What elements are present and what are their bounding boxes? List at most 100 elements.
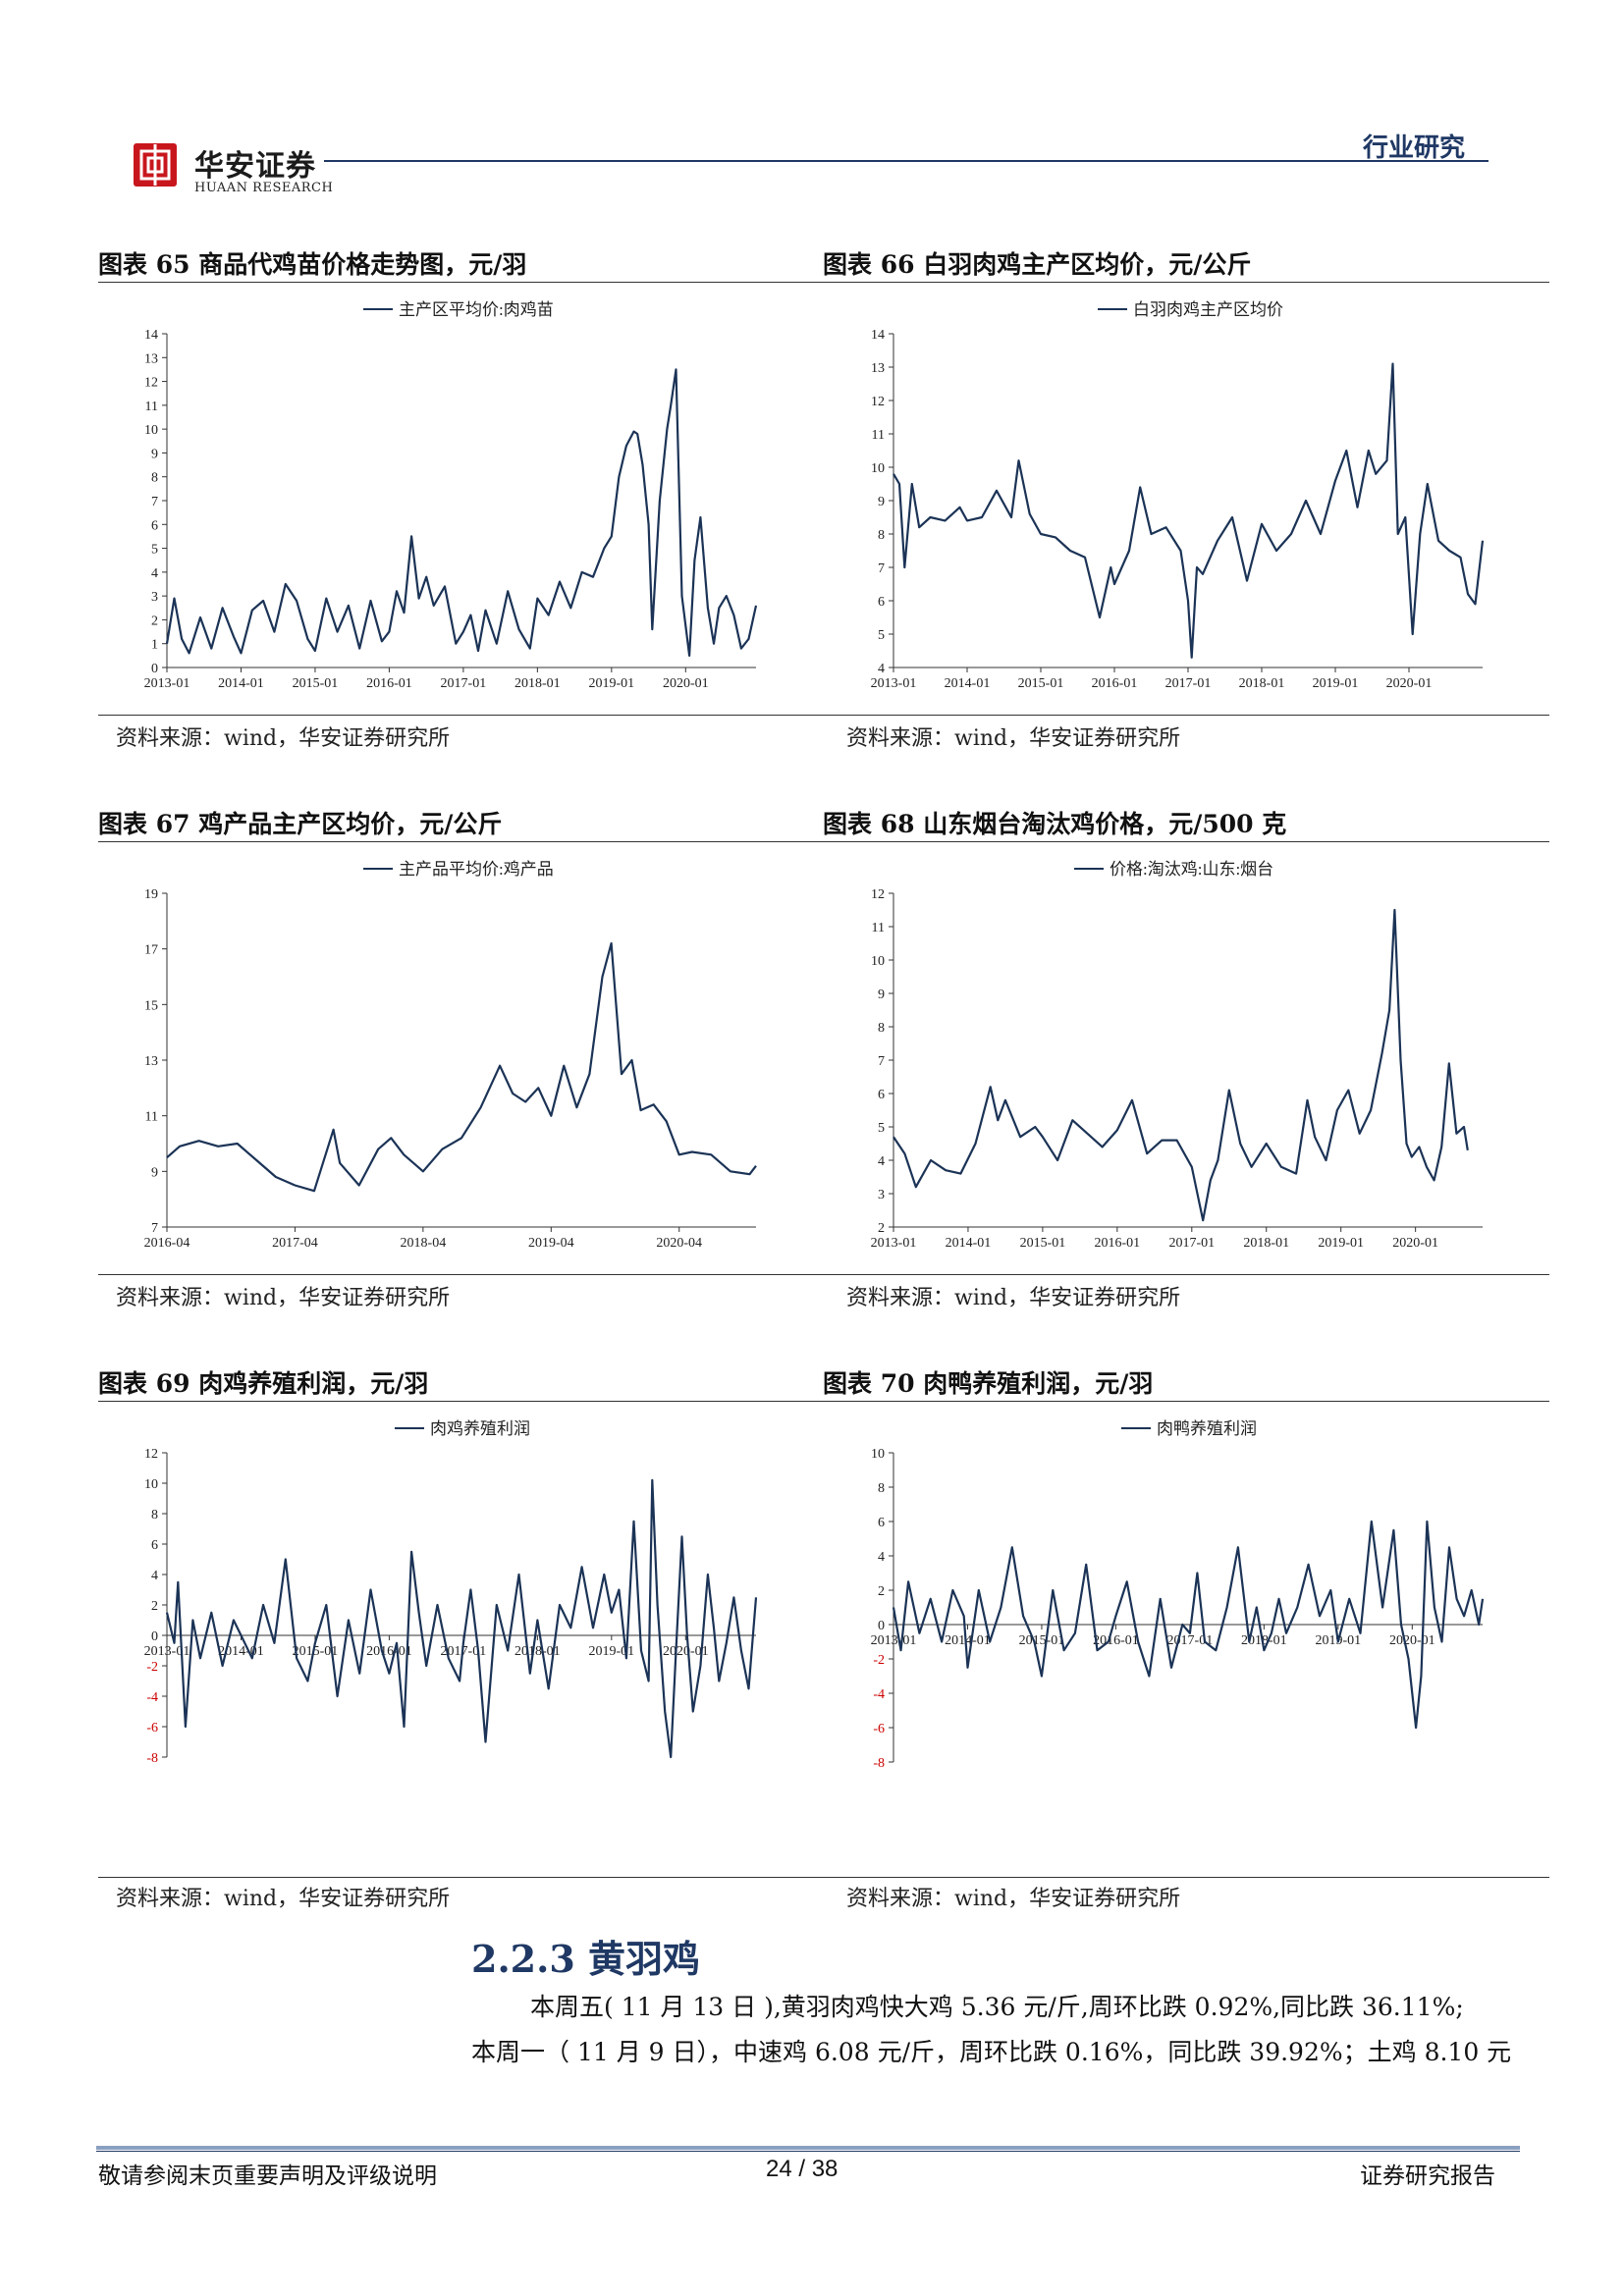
x-tick-label: 2013-01: [144, 676, 190, 691]
y-tick-label: 4: [151, 1569, 158, 1583]
figure-row-1-frame: [98, 282, 1549, 716]
y-tick-label: -8: [146, 1751, 158, 1766]
y-tick-label: 9: [878, 988, 885, 1002]
x-tick-label: 2015-01: [293, 1644, 339, 1659]
x-tick-label: 2019-01: [1318, 1236, 1364, 1251]
figure-66-source: 资料来源：wind，华安证券研究所: [846, 726, 1181, 751]
x-tick-label: 2020-01: [1392, 1236, 1438, 1251]
figure-66-title: 图表 66 白羽肉鸡主产区均价，元/公斤: [823, 250, 1252, 279]
report-category: 行业研究: [1363, 133, 1466, 163]
y-tick-label: -6: [146, 1721, 158, 1735]
y-tick-label: -4: [873, 1687, 885, 1702]
y-tick-label: 11: [872, 921, 885, 935]
x-tick-label: 2020-01: [1386, 676, 1433, 691]
y-tick-label: 7: [878, 561, 885, 576]
chart-legend: 主产品平均价:鸡产品: [363, 860, 554, 879]
y-tick-label: 6: [878, 1088, 885, 1102]
y-tick-label: 4: [151, 566, 158, 581]
figure-68-title: 图表 68 山东烟台淘汰鸡价格，元/500 克: [823, 810, 1287, 838]
y-tick-label: 12: [144, 1447, 158, 1462]
y-tick-label: 4: [878, 662, 885, 676]
footer-disclaimer: 敬请参阅末页重要声明及评级说明: [98, 2163, 437, 2189]
y-tick-label: 15: [144, 998, 158, 1013]
chart-legend: 肉鸡养殖利润: [395, 1419, 530, 1438]
y-tick-label: 9: [151, 447, 158, 461]
paragraph-line-2: 本周一（ 11 月 9 日），中速鸡 6.08 元/斤，周环比跌 0.16%，同…: [471, 2038, 1512, 2066]
y-tick-label: -2: [146, 1660, 158, 1675]
x-tick-label: 2016-01: [1093, 1633, 1139, 1648]
section-heading: 2.2.3 黄羽鸡: [471, 1937, 701, 1981]
figure-67-source: 资料来源：wind，华安证券研究所: [116, 1286, 451, 1310]
y-tick-label: 14: [871, 328, 885, 343]
figure-row-2-frame: [98, 841, 1549, 1275]
y-tick-label: 8: [151, 1508, 158, 1522]
x-tick-label: 2015-01: [1019, 1633, 1065, 1648]
y-tick-label: -4: [146, 1690, 158, 1705]
x-tick-label: 2019-01: [588, 676, 634, 691]
x-tick-label: 2013-01: [871, 1236, 917, 1251]
legend-label: 主产品平均价:鸡产品: [399, 860, 554, 879]
y-tick-label: 3: [878, 1188, 885, 1202]
series-line: [165, 368, 758, 657]
y-tick-label: 5: [878, 1121, 885, 1136]
figure-69-source: 资料来源：wind，华安证券研究所: [116, 1887, 451, 1911]
paragraph-line-1: 本周五( 11 月 13 日 ),黄羽肉鸡快大鸡 5.36 元/斤,周环比跌 0…: [530, 1993, 1464, 2021]
y-tick-label: 11: [145, 1110, 158, 1125]
x-tick-label: 2016-04: [144, 1236, 190, 1251]
y-tick-label: 2: [878, 1584, 885, 1599]
y-tick-label: 7: [878, 1054, 885, 1069]
x-tick-label: 2018-01: [1241, 1633, 1287, 1648]
x-tick-label: 2019-01: [588, 1644, 634, 1659]
y-tick-label: 6: [878, 1516, 885, 1530]
chart-legend: 主产区平均价:肉鸡苗: [363, 300, 554, 319]
figure-65-title: 图表 65 商品代鸡苗价格走势图，元/羽: [98, 250, 527, 279]
y-tick-label: 4: [878, 1154, 885, 1169]
series-line: [166, 941, 757, 1193]
x-tick-label: 2018-01: [1243, 1236, 1289, 1251]
logo-subtitle: HUAAN RESEARCH: [194, 181, 334, 195]
y-tick-label: 10: [144, 423, 158, 438]
y-tick-label: -2: [873, 1653, 885, 1668]
page-number: 24 / 38: [766, 2156, 839, 2182]
chart-68-culled-hen-price: 价格:淘汰鸡:山东:烟台 2 3 4 5 6 7 8 9 10 11 12 2013-01 2014-01…: [871, 860, 1483, 1251]
x-tick-label: 2014-01: [945, 676, 991, 691]
y-tick-label: 19: [144, 887, 158, 902]
x-tick-label: 2020-04: [656, 1236, 702, 1251]
x-tick-label: 2017-01: [1167, 1633, 1214, 1648]
y-tick-label: 10: [144, 1477, 158, 1492]
chart-legend: 白羽肉鸡主产区均价: [1098, 300, 1283, 319]
figure-67-title: 图表 67 鸡产品主产区均价，元/公斤: [98, 810, 503, 838]
y-tick-label: 13: [871, 361, 885, 376]
y-tick-label: 0: [151, 662, 158, 676]
x-tick-label: 2018-01: [514, 676, 561, 691]
series-line: [165, 1478, 758, 1759]
x-tick-label: 2020-01: [663, 676, 709, 691]
series-line: [892, 1520, 1485, 1730]
y-tick-label: 2: [878, 1221, 885, 1236]
y-tick-label: 9: [878, 495, 885, 509]
x-tick-label: 2017-04: [272, 1236, 318, 1251]
x-tick-label: 2019-04: [528, 1236, 574, 1251]
y-tick-label: 2: [151, 1599, 158, 1614]
huaan-logo-icon: [134, 143, 177, 187]
y-tick-label: 8: [878, 1481, 885, 1496]
legend-label: 价格:淘汰鸡:山东:烟台: [1110, 860, 1273, 879]
y-tick-label: 4: [878, 1550, 885, 1565]
legend-label: 白羽肉鸡主产区均价: [1133, 300, 1283, 319]
series-line: [893, 908, 1469, 1222]
footer-report-type: 证券研究报告: [1360, 2163, 1495, 2189]
x-tick-label: 2015-01: [1018, 676, 1064, 691]
x-tick-label: 2014-01: [218, 676, 264, 691]
y-tick-label: 6: [151, 518, 158, 533]
x-tick-label: 2016-01: [1092, 676, 1138, 691]
footer-divider-thin: [96, 2151, 1520, 2152]
y-tick-label: 7: [151, 495, 158, 509]
x-tick-label: 2013-01: [871, 1633, 917, 1648]
y-tick-label: 10: [871, 461, 885, 476]
chart-70-duck-profit: 肉鸭养殖利润 -8 -6 -4 -2 0 2 4 6 8 10 2013-01 2014-01 2015-…: [871, 1419, 1485, 1771]
legend-label: 肉鸭养殖利润: [1157, 1419, 1257, 1438]
figure-65-source: 资料来源：wind，华安证券研究所: [116, 726, 451, 751]
figure-70-title: 图表 70 肉鸭养殖利润，元/羽: [823, 1369, 1154, 1398]
y-tick-label: 12: [871, 887, 885, 902]
